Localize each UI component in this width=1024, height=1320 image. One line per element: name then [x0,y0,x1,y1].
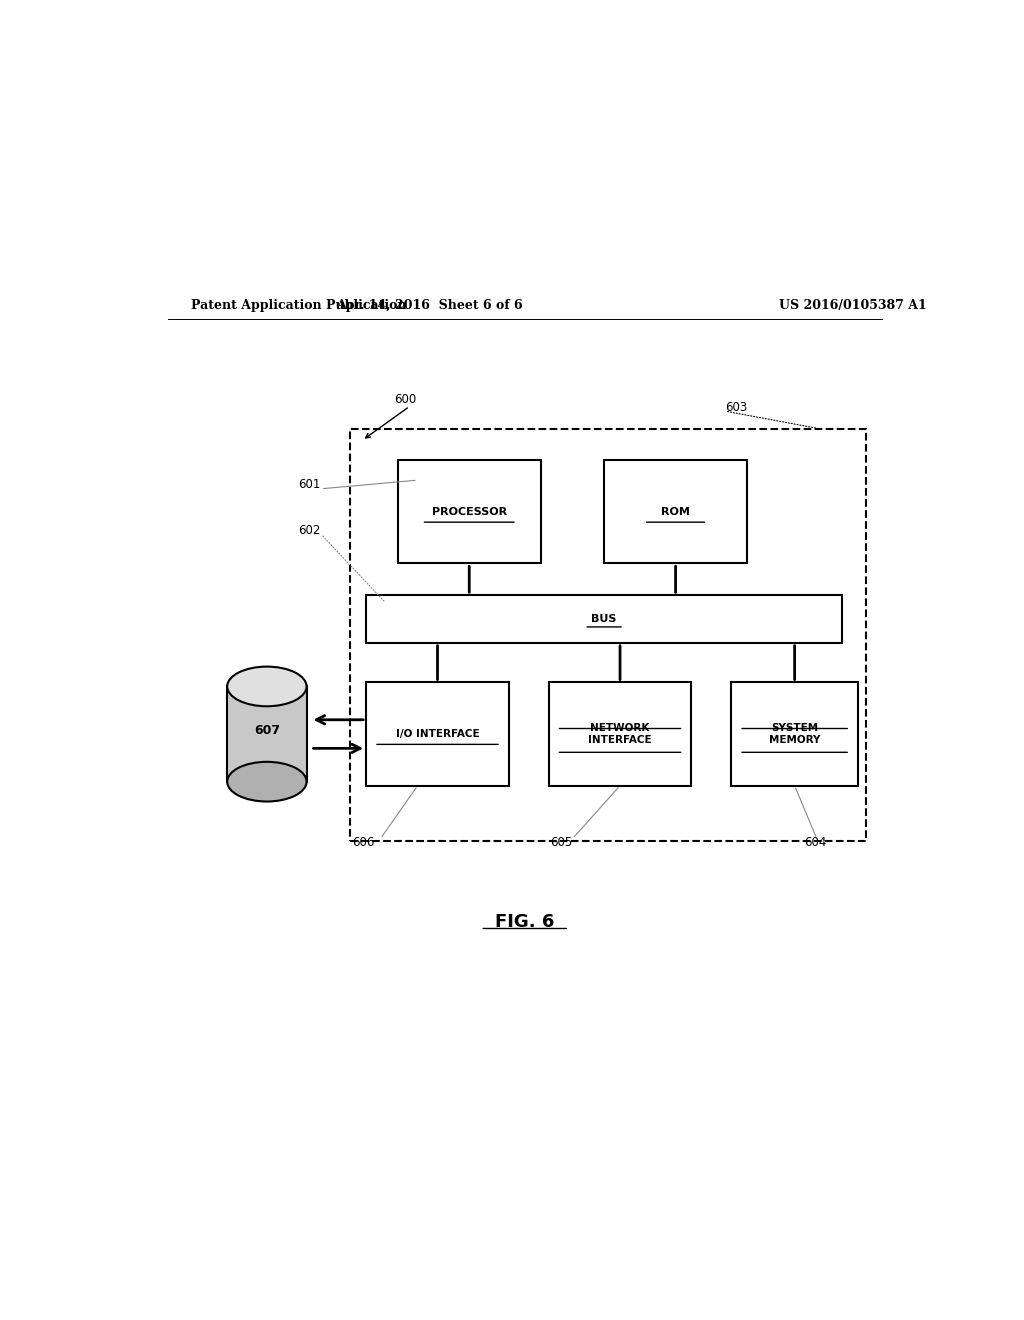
FancyBboxPatch shape [367,682,509,785]
Text: Patent Application Publication: Patent Application Publication [191,300,407,312]
Text: 606: 606 [352,837,375,849]
Text: 605: 605 [550,837,572,849]
FancyBboxPatch shape [397,461,541,564]
Text: 600: 600 [394,393,416,407]
Ellipse shape [227,762,306,801]
FancyBboxPatch shape [350,429,866,841]
Text: NETWORK
INTERFACE: NETWORK INTERFACE [588,723,652,744]
Text: SYSTEM
MEMORY: SYSTEM MEMORY [769,723,820,744]
Text: 607: 607 [254,723,280,737]
Text: US 2016/0105387 A1: US 2016/0105387 A1 [778,300,927,312]
Text: 601: 601 [298,478,321,491]
Text: PROCESSOR: PROCESSOR [432,507,507,517]
FancyBboxPatch shape [731,682,858,785]
Text: 603: 603 [725,400,748,413]
Text: Apr. 14, 2016  Sheet 6 of 6: Apr. 14, 2016 Sheet 6 of 6 [336,300,523,312]
FancyBboxPatch shape [367,595,842,643]
FancyBboxPatch shape [227,686,306,781]
FancyBboxPatch shape [549,682,691,785]
Text: I/O INTERFACE: I/O INTERFACE [395,729,479,739]
Text: 604: 604 [804,837,826,849]
Ellipse shape [227,667,306,706]
Text: ROM: ROM [662,507,690,517]
Text: 602: 602 [298,524,321,537]
Text: FIG. 6: FIG. 6 [496,913,554,931]
Text: BUS: BUS [592,614,616,624]
FancyBboxPatch shape [604,461,748,564]
